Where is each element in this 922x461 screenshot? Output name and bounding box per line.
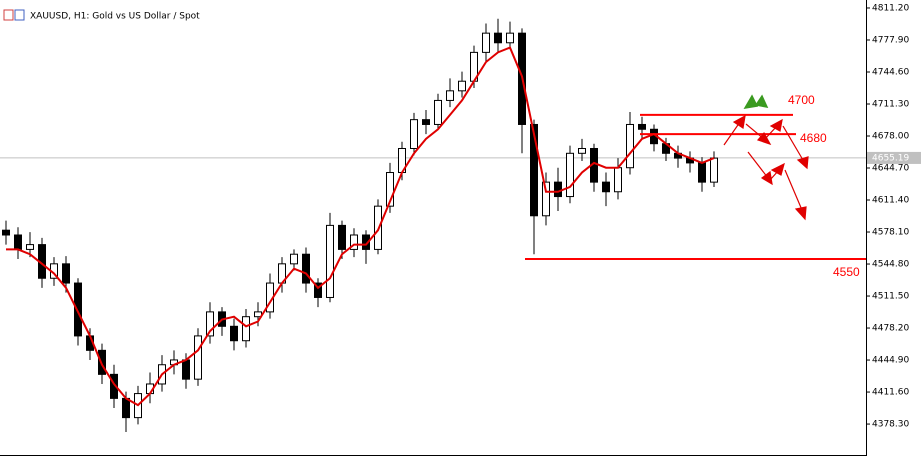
candle-body (194, 335, 202, 380)
last-price-label: 4655.19 (872, 153, 909, 163)
y-tick-label: 4744.60 (872, 67, 909, 77)
candle-body (290, 253, 298, 265)
y-tick-label: 4777.90 (872, 35, 909, 45)
candle-body (698, 162, 706, 183)
candle-body (26, 244, 34, 250)
candle-body (14, 234, 22, 250)
y-tick-label: 4544.80 (872, 260, 909, 270)
candle-body (422, 119, 430, 125)
candle-body (578, 147, 586, 154)
candle-body (74, 282, 82, 337)
candle-body (458, 80, 466, 92)
candle-body (338, 224, 346, 250)
annotation-arrow-green (743, 94, 769, 110)
candle-body (554, 181, 562, 198)
candle-body (530, 123, 538, 217)
candle-body (386, 172, 394, 207)
candle-body (710, 157, 718, 183)
y-tick-label: 4678.00 (872, 132, 909, 142)
y-tick-label: 4378.30 (872, 420, 909, 430)
candle-body (326, 224, 334, 298)
annotation-arrows (723, 114, 809, 221)
candle-body (614, 167, 622, 193)
candle-body (362, 234, 370, 250)
y-tick-label: 4578.10 (872, 228, 909, 238)
candle-body (62, 263, 70, 284)
candle-body (506, 32, 514, 44)
candle-body (242, 316, 250, 342)
y-tick-label: 4711.30 (872, 99, 909, 109)
y-tick-label: 4511.50 (872, 292, 909, 302)
y-tick-label: 4811.20 (872, 3, 909, 13)
candle-body (206, 311, 214, 337)
candle-body (434, 99, 442, 125)
level-label: 4680 (800, 131, 827, 145)
candle-body (314, 282, 322, 298)
candle-body (350, 234, 358, 250)
candle-body (494, 32, 502, 44)
y-tick-label: 4478.20 (872, 324, 909, 334)
candle-body (122, 397, 130, 419)
candle-body (302, 253, 310, 284)
candle-body (2, 229, 10, 236)
y-tick-label: 4611.40 (872, 196, 909, 206)
candle-body (542, 181, 550, 217)
level-label: 4700 (788, 93, 815, 107)
candle-body (110, 373, 118, 399)
candle-body (626, 123, 634, 169)
y-tick-label: 4444.90 (872, 356, 909, 366)
moving-average (6, 46, 715, 407)
candle-body (602, 181, 610, 193)
last-price-box (867, 151, 921, 164)
candle-body (182, 359, 190, 380)
candle-body (566, 152, 574, 198)
symbol-icon (3, 9, 25, 21)
candle-body (230, 325, 238, 342)
candle-body (410, 119, 418, 149)
level-label: 4550 (833, 265, 860, 279)
y-tick-label: 4411.60 (872, 388, 909, 398)
candle-body (446, 90, 454, 101)
y-tick-label: 4644.70 (872, 164, 909, 174)
plot (0, 18, 866, 433)
chart-title: XAUUSD, H1: Gold vs US Dollar / Spot (30, 12, 200, 22)
candle-body (482, 32, 490, 53)
candle-body (638, 123, 646, 130)
